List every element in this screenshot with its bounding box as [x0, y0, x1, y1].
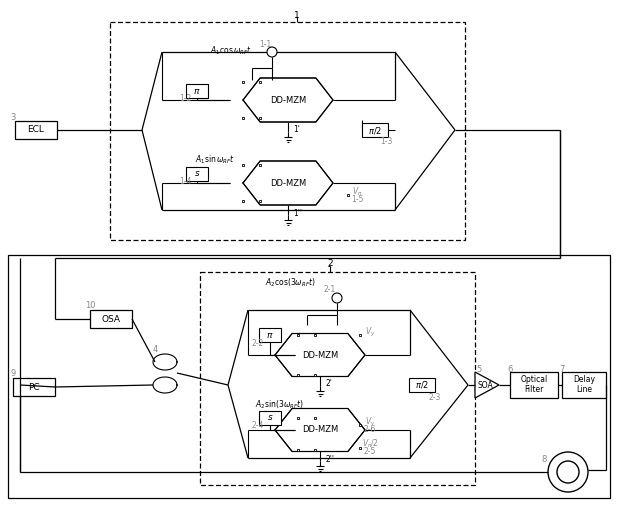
Text: 1-5: 1-5	[351, 195, 363, 205]
Text: DD-MZM: DD-MZM	[302, 426, 338, 435]
Bar	[297, 374, 299, 376]
Text: $\pi$: $\pi$	[193, 87, 201, 96]
Bar	[186, 167, 208, 181]
Text: 2': 2'	[325, 380, 332, 388]
Text: 10: 10	[85, 301, 95, 310]
Bar	[314, 334, 316, 336]
Text: DD-MZM: DD-MZM	[270, 179, 306, 187]
Text: $s$: $s$	[194, 169, 201, 179]
Text: 2-2: 2-2	[252, 338, 264, 348]
Text: 2'': 2''	[325, 455, 334, 464]
Text: Line: Line	[576, 384, 592, 393]
Bar	[314, 374, 316, 376]
Text: Optical: Optical	[521, 376, 548, 384]
Text: DD-MZM: DD-MZM	[270, 96, 306, 104]
Text: Delay: Delay	[573, 376, 595, 384]
Circle shape	[267, 47, 277, 57]
Bar	[347, 194, 349, 196]
Text: $A_2\cos(3\omega_{RF}t)$: $A_2\cos(3\omega_{RF}t)$	[265, 277, 316, 289]
Bar	[242, 117, 245, 119]
Text: $V_y$: $V_y$	[365, 325, 375, 338]
Bar	[297, 334, 299, 336]
Text: 1-2: 1-2	[179, 94, 191, 102]
Bar	[259, 328, 281, 342]
Circle shape	[557, 461, 579, 483]
Text: $\pi$: $\pi$	[266, 330, 274, 340]
Bar	[362, 123, 388, 137]
Bar	[359, 447, 361, 449]
Polygon shape	[243, 78, 333, 122]
Bar	[242, 164, 245, 166]
Text: 2-6: 2-6	[364, 426, 376, 435]
Text: $s$: $s$	[267, 413, 273, 422]
Text: 2-1: 2-1	[324, 286, 336, 295]
Bar	[90, 310, 132, 328]
Bar	[314, 449, 316, 451]
Text: PC: PC	[28, 382, 40, 391]
Bar	[15, 121, 57, 139]
Text: $V_y$: $V_y$	[365, 415, 375, 429]
Text: 2: 2	[327, 260, 333, 269]
Text: 6: 6	[508, 364, 513, 374]
Bar	[13, 378, 55, 396]
Text: 1: 1	[294, 11, 300, 19]
Text: ECL: ECL	[28, 126, 45, 134]
Bar	[297, 417, 299, 419]
Bar	[409, 378, 435, 392]
Bar	[314, 417, 316, 419]
Text: $A_1\sin\omega_{RF}t$: $A_1\sin\omega_{RF}t$	[195, 154, 235, 166]
Bar	[259, 200, 261, 202]
Text: $V_\pi$: $V_\pi$	[352, 186, 362, 198]
Bar	[8, 255, 610, 498]
Text: OSA: OSA	[102, 315, 121, 324]
Bar	[359, 424, 361, 426]
Text: 1': 1'	[293, 126, 300, 134]
Circle shape	[548, 452, 588, 492]
Bar	[359, 334, 361, 336]
Bar	[200, 272, 475, 485]
Text: $\pi$/2: $\pi$/2	[415, 380, 429, 390]
Bar	[242, 200, 245, 202]
Text: 9: 9	[11, 370, 15, 379]
Bar	[110, 22, 465, 240]
Text: 1-4: 1-4	[179, 177, 191, 185]
Bar	[562, 372, 606, 398]
Text: DD-MZM: DD-MZM	[302, 351, 338, 359]
Text: 8: 8	[541, 456, 547, 465]
Text: 2-3: 2-3	[429, 392, 441, 402]
Text: $\pi$/2: $\pi$/2	[368, 125, 382, 135]
Text: 5: 5	[477, 364, 482, 374]
Text: 2-4: 2-4	[252, 421, 264, 431]
Polygon shape	[275, 409, 365, 451]
Text: 3: 3	[11, 112, 15, 122]
Bar	[259, 411, 281, 425]
Polygon shape	[275, 333, 365, 377]
Bar	[186, 84, 208, 98]
Polygon shape	[243, 161, 333, 205]
Text: 4: 4	[152, 346, 158, 354]
Text: $A_1\cos\omega_{RF}t$: $A_1\cos\omega_{RF}t$	[210, 45, 252, 57]
Circle shape	[332, 293, 342, 303]
Bar	[259, 164, 261, 166]
Text: 1'': 1''	[293, 209, 302, 217]
Bar	[242, 81, 245, 83]
Text: 7: 7	[560, 364, 565, 374]
Bar	[259, 117, 261, 119]
Bar	[259, 81, 261, 83]
Text: $V_\pi$/2: $V_\pi$/2	[361, 438, 378, 450]
Bar	[297, 449, 299, 451]
Text: 1-3: 1-3	[380, 137, 392, 147]
Text: $A_2\sin(3\omega_{RF}t)$: $A_2\sin(3\omega_{RF}t)$	[255, 399, 304, 411]
Text: 2-5: 2-5	[364, 447, 376, 457]
Text: Filter: Filter	[524, 384, 543, 393]
Polygon shape	[475, 372, 499, 398]
Text: SOA: SOA	[477, 381, 493, 389]
Bar	[510, 372, 558, 398]
Text: 1-1: 1-1	[259, 40, 271, 48]
